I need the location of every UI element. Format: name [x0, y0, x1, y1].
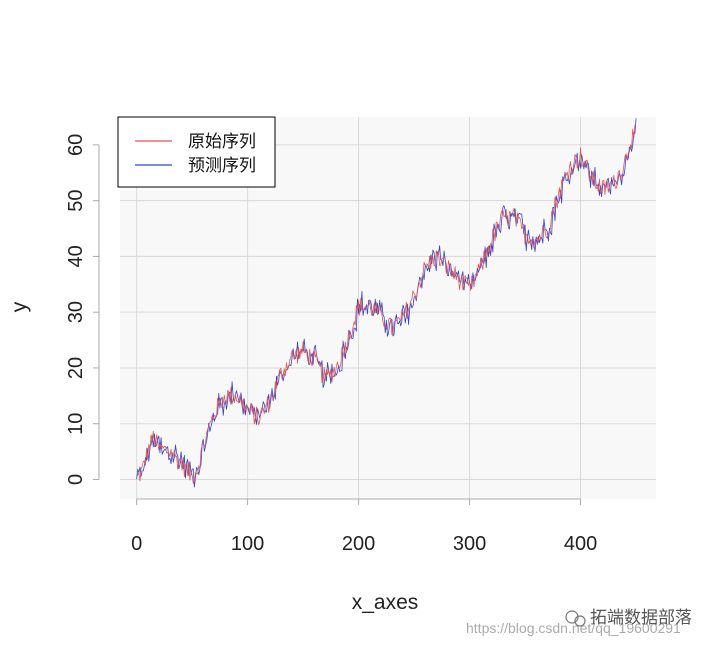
x-tick-label: 100: [231, 533, 264, 555]
axes-layer: 0 100 200 300 400 0 10 20 30 40 50 60: [65, 134, 597, 555]
x-tick-label: 400: [564, 533, 597, 555]
y-axis-title: y: [8, 301, 31, 312]
y-tick-label: 10: [65, 413, 87, 435]
series-layer: [136, 118, 637, 488]
y-tick-label: 40: [65, 245, 87, 267]
legend: 原始序列 预测序列: [117, 116, 276, 188]
watermark: https://blog.csdn.net/qq_19600291 拓端数据部落: [466, 608, 692, 636]
series-line-original: [136, 123, 637, 484]
x-axis-title: x_axes: [352, 591, 419, 614]
y-tick-label: 0: [65, 474, 87, 485]
wechat-icon: [565, 610, 586, 627]
watermark-brand: 拓端数据部落: [590, 608, 692, 628]
x-tick-label: 0: [131, 533, 142, 555]
watermark-url: https://blog.csdn.net/qq_19600291: [466, 620, 681, 636]
y-tick-label: 60: [65, 134, 87, 156]
x-tick-label: 300: [453, 533, 486, 555]
y-tick-label: 50: [65, 190, 87, 212]
series-line-predicted: [136, 118, 637, 488]
x-tick-label: 200: [342, 533, 375, 555]
y-tick-label: 30: [65, 301, 87, 323]
grid-lines: [120, 117, 656, 499]
legend-label-predicted: 预测序列: [188, 156, 256, 176]
y-tick-label: 20: [65, 357, 87, 379]
legend-box: [117, 116, 276, 188]
legend-label-original: 原始序列: [188, 132, 256, 152]
